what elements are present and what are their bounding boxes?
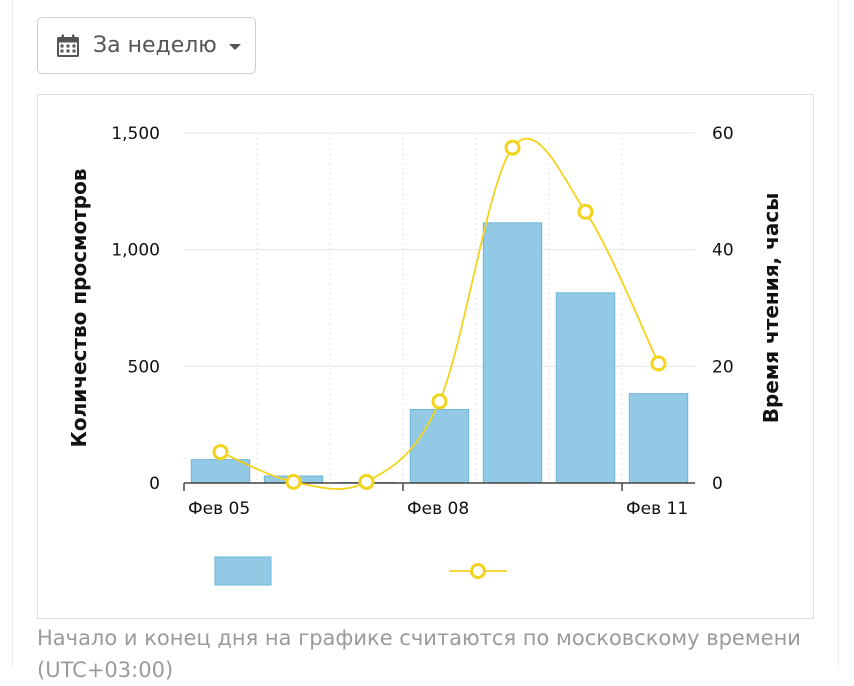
bar (190, 459, 251, 484)
x-tick-label: Фев 11 (626, 499, 688, 519)
line-point (431, 393, 448, 410)
bar (409, 409, 470, 484)
y-left-tick-label: 1,000 (111, 241, 160, 261)
y-right-tick-label: 60 (712, 124, 734, 144)
y-right-tick-label: 40 (712, 241, 734, 261)
timezone-note-line1: Начало и конец дня на графике считаются … (37, 626, 801, 650)
card-right-border (838, 0, 839, 668)
card-left-border (12, 0, 13, 668)
timezone-note-line2: (UTC+03:00) (37, 658, 174, 682)
legend-line-marker (470, 563, 486, 579)
bar (555, 292, 616, 484)
x-tick-label: Фев 08 (407, 499, 469, 519)
line-point (358, 473, 375, 490)
legend-bar-swatch (214, 556, 272, 586)
calendar-icon (56, 34, 80, 58)
y-left-tick-label: 500 (128, 357, 160, 377)
timezone-note: Начало и конец дня на графике считаются … (37, 622, 801, 686)
line-point (577, 203, 594, 220)
bar (628, 393, 689, 484)
y-right-tick-label: 20 (712, 357, 734, 377)
chart-container: 0 500 1,000 1,500 0 20 40 60 Фев 05 Фев 08 Фев 11 К… (37, 94, 814, 619)
line-point (212, 444, 229, 461)
line-point (650, 355, 667, 372)
y-right-tick-label: 0 (712, 474, 723, 494)
line-point (504, 139, 521, 156)
y-right-axis-title: Время чтения, часы (759, 193, 783, 424)
y-left-tick-label: 0 (149, 474, 160, 494)
bar (482, 222, 543, 484)
period-dropdown[interactable]: За неделю (37, 17, 256, 74)
y-left-tick-label: 1,500 (111, 124, 160, 144)
combo-chart: 0 500 1,000 1,500 0 20 40 60 Фев 05 Фев 08 Фев 11 К… (67, 124, 783, 586)
period-label: За неделю (93, 33, 217, 58)
chevron-down-icon (228, 43, 241, 50)
line-point (285, 473, 302, 490)
x-tick-label: Фев 05 (188, 499, 250, 519)
y-left-axis-title: Количество просмотров (67, 169, 91, 448)
